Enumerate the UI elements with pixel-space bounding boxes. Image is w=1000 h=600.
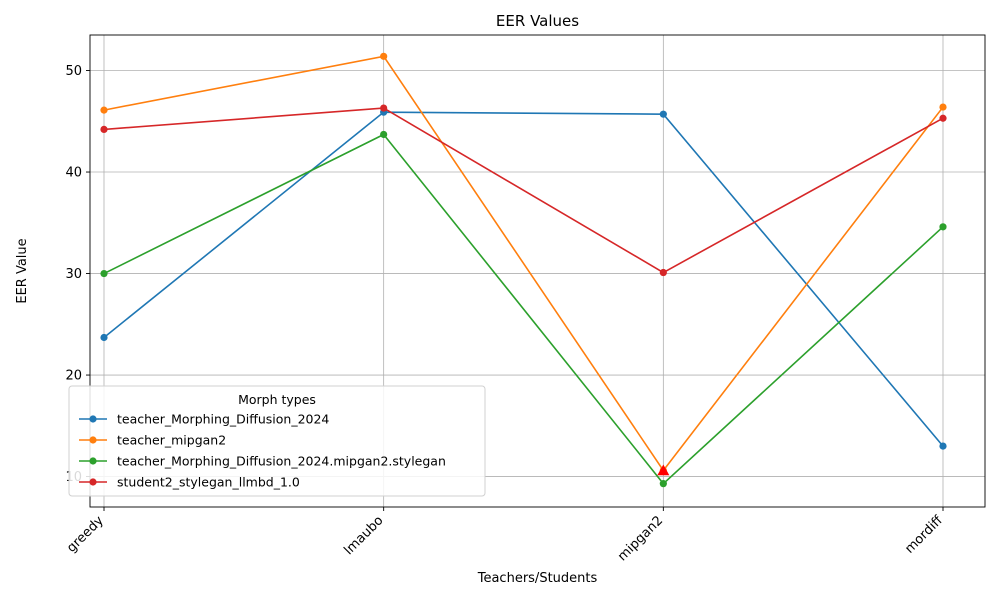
legend-swatch-marker	[89, 478, 97, 486]
data-point	[939, 103, 947, 111]
data-point	[100, 106, 108, 114]
y-tick-label: 30	[65, 267, 82, 282]
legend-swatch-marker	[89, 415, 97, 423]
y-axis-label: EER Value	[15, 238, 30, 303]
x-tick-label: mordiff	[902, 512, 946, 556]
legend-entry-label: teacher_Morphing_Diffusion_2024.mipgan2.…	[117, 454, 446, 469]
data-point	[380, 52, 388, 60]
data-point	[939, 442, 947, 450]
series-line	[103, 55, 944, 472]
legend: Morph types teacher_Morphing_Diffusion_2…	[68, 385, 486, 497]
x-tick-label: mipgan2	[615, 513, 666, 564]
highlight-triangle-marker	[657, 464, 670, 476]
series-line	[103, 133, 944, 485]
series-line	[103, 111, 944, 447]
data-point	[380, 130, 388, 139]
legend-swatch-marker	[89, 436, 97, 444]
data-point	[659, 480, 667, 488]
data-point	[100, 125, 108, 133]
legend-entry-label: teacher_mipgan2	[117, 433, 226, 448]
legend-entry-label: teacher_Morphing_Diffusion_2024	[117, 412, 329, 427]
legend-box	[68, 385, 486, 497]
series-line	[103, 107, 944, 274]
highlight-marker-group	[657, 464, 670, 476]
chart-title: EER Values	[496, 12, 579, 30]
y-tick-label: 50	[65, 64, 82, 79]
data-point	[100, 269, 108, 278]
legend-entry: teacher_Morphing_Diffusion_2024	[79, 412, 329, 427]
y-tick-label: 20	[65, 369, 82, 384]
legend-entry: student2_stylegan_llmbd_1.0	[79, 475, 300, 490]
data-point	[659, 268, 667, 277]
data-point	[100, 333, 108, 342]
y-tick-label: 40	[65, 166, 82, 181]
data-point	[939, 114, 947, 122]
series-teacher_Morphing_Diffusion_2024.mipgan2.stylegan	[100, 130, 947, 488]
legend-entry: teacher_Morphing_Diffusion_2024.mipgan2.…	[79, 454, 446, 469]
series-group	[100, 52, 947, 488]
legend-items: teacher_Morphing_Diffusion_2024 teacher_m…	[79, 412, 446, 490]
legend-entry-label: student2_stylegan_llmbd_1.0	[117, 475, 300, 490]
legend-swatch-marker	[89, 457, 97, 465]
legend-title: Morph types	[238, 392, 316, 407]
legend-entry: teacher_mipgan2	[79, 433, 226, 448]
data-point	[939, 223, 947, 231]
x-axis-label: Teachers/Students	[477, 571, 598, 586]
data-point	[380, 104, 388, 112]
x-tick-label: lmaubo	[341, 513, 386, 558]
x-tick-label: greedy	[64, 513, 107, 556]
data-point	[659, 110, 667, 118]
series-student2_stylegan_llmbd_1.0	[100, 104, 947, 277]
plot-frame	[89, 34, 986, 508]
